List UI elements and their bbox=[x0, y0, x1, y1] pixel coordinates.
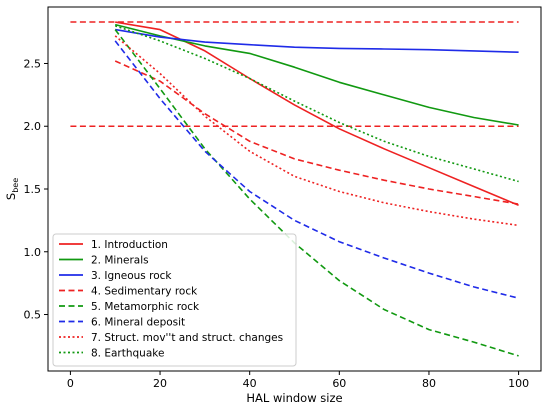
x-tick-label: 80 bbox=[422, 377, 436, 390]
legend: 1. Introduction 2. Minerals 3. Igneous roc… bbox=[52, 233, 297, 367]
y-axis-label-main: S bbox=[4, 193, 18, 200]
x-tick-label: 0 bbox=[67, 377, 74, 390]
y-axis-label-subscript: bee bbox=[11, 178, 20, 193]
y-axis-label: Sbee bbox=[4, 178, 20, 200]
x-tick-label: 20 bbox=[153, 377, 167, 390]
y-tick-label: 0.5 bbox=[24, 309, 42, 322]
legend-label-3: 3. Igneous rock bbox=[91, 270, 172, 282]
legend-label-7: 7. Struct. mov''t and struct. changes bbox=[91, 332, 283, 344]
legend-box bbox=[52, 233, 297, 367]
legend-label-5: 5. Metamorphic rock bbox=[91, 301, 200, 313]
legend-label-4: 4. Sedimentary rock bbox=[91, 286, 198, 298]
x-axis-label: HAL window size bbox=[246, 391, 342, 405]
x-axis-ticks: 0 20 40 60 80 100 bbox=[67, 371, 529, 390]
legend-label-2: 2. Minerals bbox=[91, 255, 149, 267]
series-line-6 bbox=[114, 40, 519, 299]
reference-lines bbox=[70, 21, 519, 127]
x-tick-label: 60 bbox=[332, 377, 346, 390]
y-axis-ticks: 0.5 1.0 1.5 2.0 2.5 bbox=[24, 57, 48, 322]
series-line-4 bbox=[114, 60, 519, 205]
legend-label-1: 1. Introduction bbox=[91, 239, 168, 251]
y-tick-label: 1.5 bbox=[24, 183, 42, 196]
y-tick-label: 1.0 bbox=[24, 246, 42, 259]
series-lines bbox=[114, 21, 519, 357]
y-tick-label: 2.0 bbox=[24, 120, 42, 133]
x-tick-label: 40 bbox=[243, 377, 257, 390]
series-line-3 bbox=[115, 28, 519, 53]
legend-label-8: 8. Earthquake bbox=[91, 348, 164, 360]
series-line-2 bbox=[115, 23, 519, 126]
series-line-5 bbox=[114, 29, 519, 357]
legend-label-6: 6. Mineral deposit bbox=[91, 317, 185, 329]
y-tick-label: 2.5 bbox=[24, 57, 42, 70]
series-line-7 bbox=[114, 35, 519, 227]
series-line-8 bbox=[114, 25, 519, 183]
x-tick-label: 100 bbox=[508, 377, 529, 390]
